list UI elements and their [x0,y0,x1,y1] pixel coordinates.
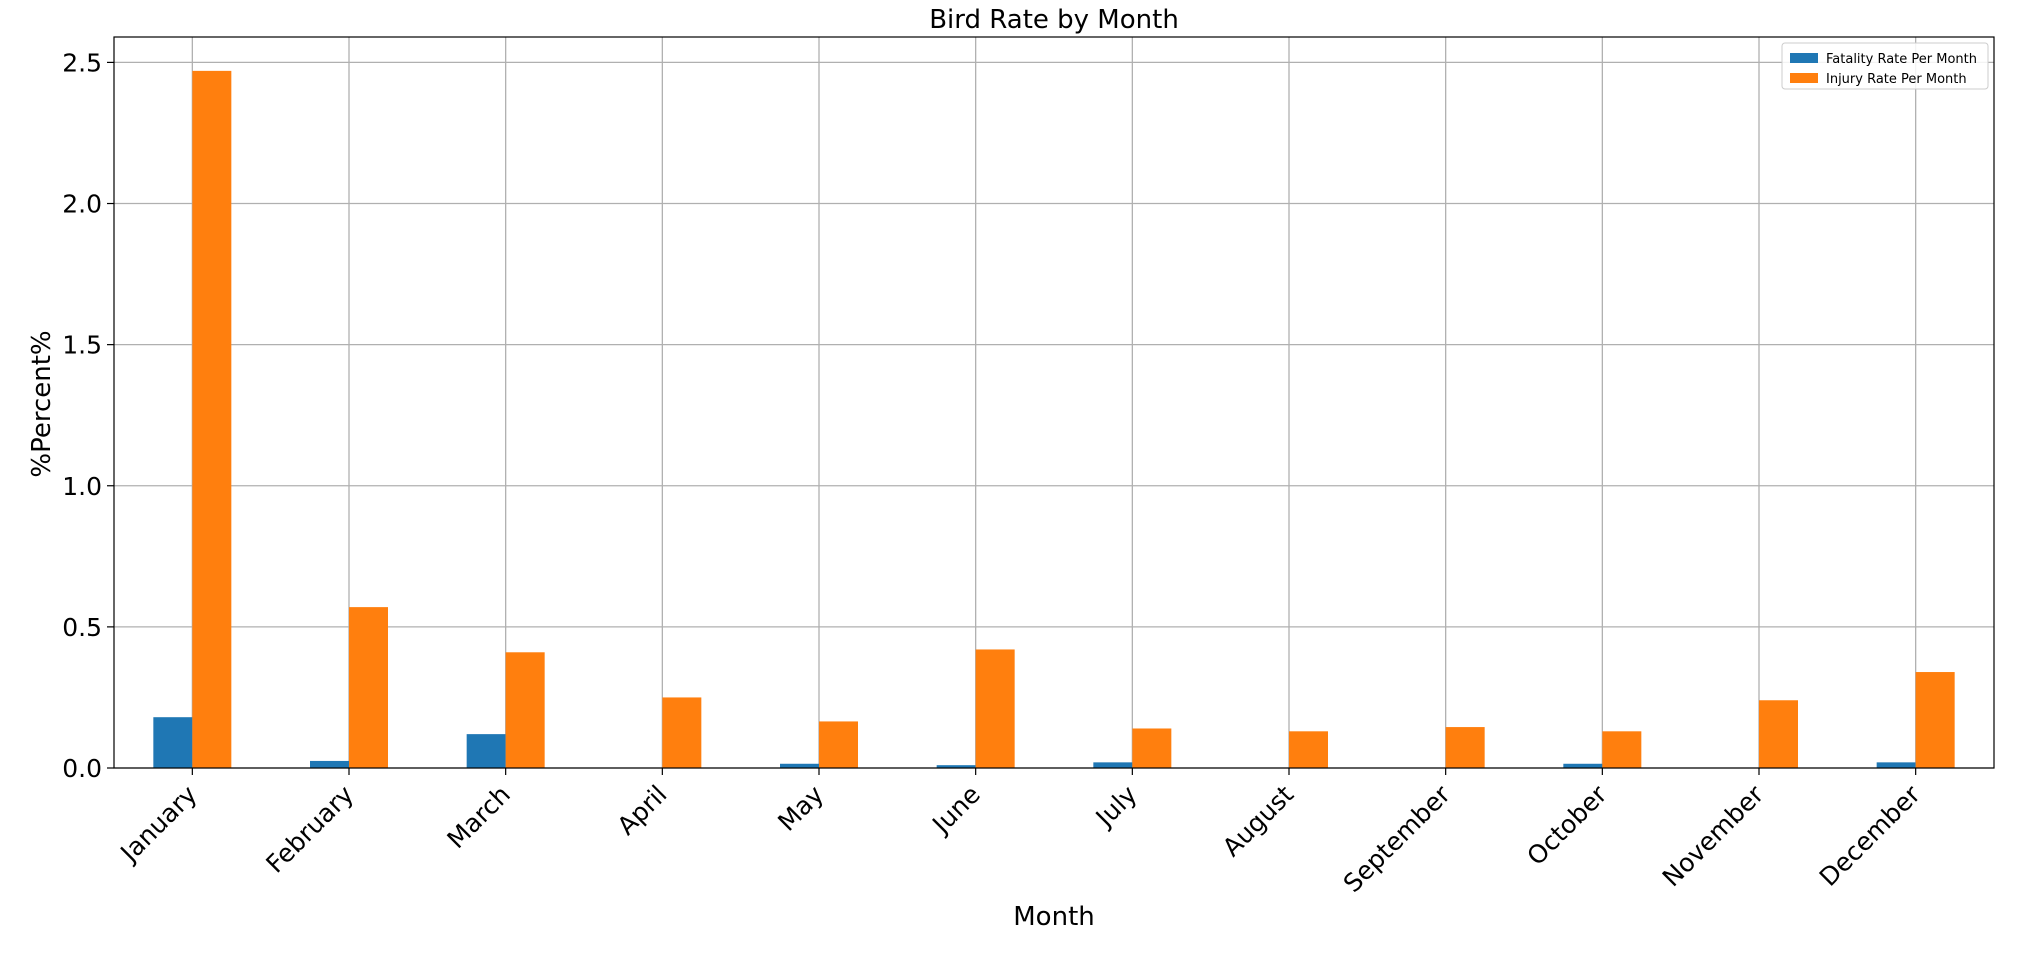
bar-fatality-february [310,760,349,768]
x-tick-label: July [1089,780,1143,834]
bar-fatality-june [936,765,976,768]
bar-injury-march [505,652,545,768]
x-tick-label: May [772,780,829,837]
bar-injury-december [1915,672,1955,768]
bar-injury-september [1445,727,1485,768]
x-tick-label: October [1521,779,1613,871]
bar-injury-october [1602,731,1642,768]
bar-fatality-december [1876,762,1916,768]
plot-frame [113,36,1995,769]
x-tick-label: January [114,780,203,869]
x-tick-label: September [1338,779,1457,898]
y-tick-label: 2.0 [62,190,102,219]
x-tick-label: April [612,780,673,841]
x-axis-label: Month [1013,902,1095,932]
legend-label-fatality: Fatality Rate Per Month [1826,52,1977,67]
grid [114,37,1994,769]
bar-injury-june [975,649,1015,768]
bar-injury-may [819,721,858,768]
legend-swatch-fatality [1790,53,1818,63]
bar-fatality-july [1093,762,1133,768]
chart-title: Bird Rate by Month [929,5,1179,35]
bar-fatality-january [153,717,193,768]
y-tick-label: 2.5 [62,48,102,77]
x-tick-label: June [925,780,985,840]
bar-injury-august [1289,731,1328,768]
bar-fatality-march [466,734,506,768]
y-tick-label: 1.0 [62,472,102,501]
x-tick-label: November [1657,779,1770,892]
bar-fatality-may [780,763,819,768]
x-tick-label: August [1217,780,1300,863]
x-tick-label: March [442,780,516,854]
legend-box [1781,42,1989,90]
y-axis-label: %Percent% [27,330,57,477]
bar-injury-january [192,70,232,769]
y-tick-label: 0.5 [62,613,102,642]
y-tick-label: 1.5 [62,331,102,360]
y-tick-label: 0.0 [62,754,102,783]
bar-fatality-october [1563,763,1603,768]
bar-injury-july [1132,728,1172,768]
x-tick-label: February [260,780,359,879]
legend-swatch-injury [1790,73,1818,83]
bar-injury-february [349,607,388,768]
legend: Fatality Rate Per Month Injury Rate Per M… [1781,42,1989,90]
bar-injury-april [662,697,702,768]
bars [153,70,1955,769]
ticks: 0.0 0.5 1.0 1.5 2.0 2.5 January February March Ap… [62,48,1926,898]
x-tick-label: December [1814,779,1927,892]
legend-label-injury: Injury Rate Per Month [1826,72,1967,87]
bar-injury-november [1759,700,1798,768]
